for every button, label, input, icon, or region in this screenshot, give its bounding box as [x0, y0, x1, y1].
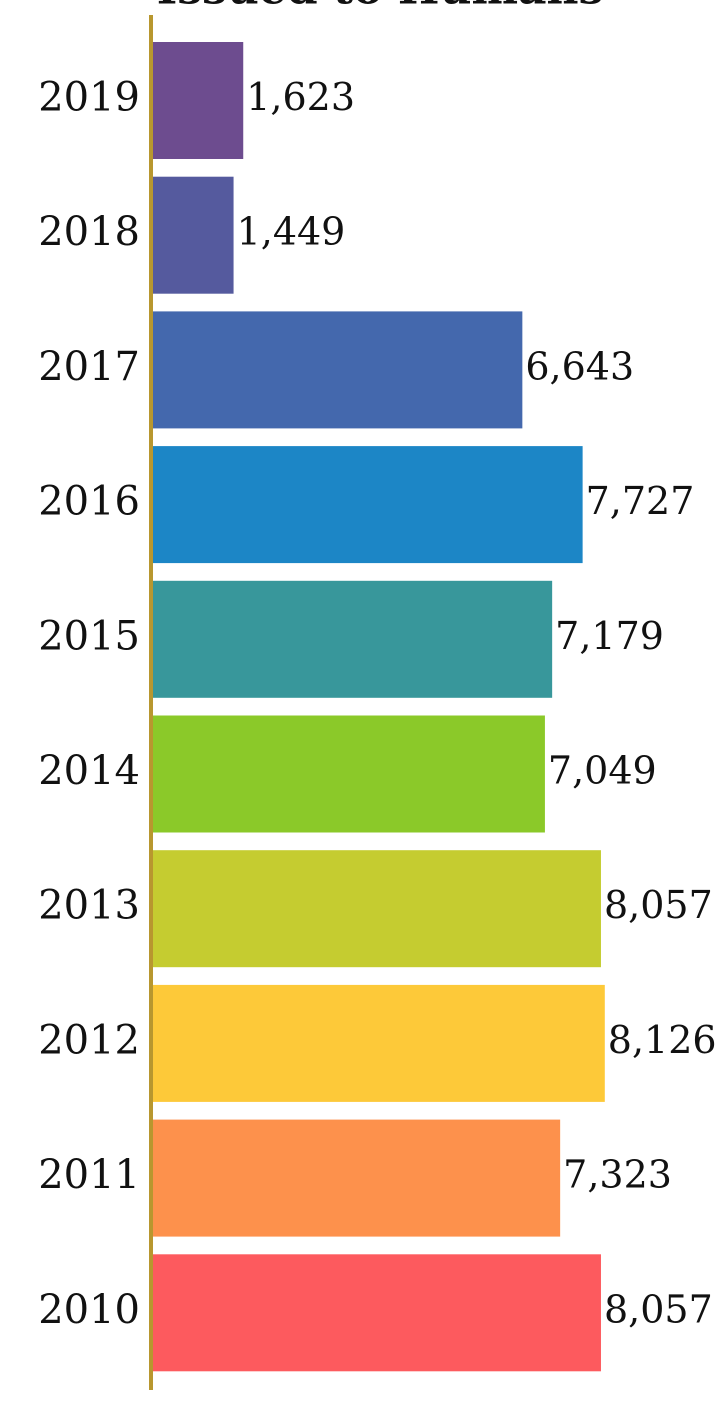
- chart-title: Issued to Humans: [157, 0, 604, 15]
- y-tick-label: 2019: [38, 75, 140, 121]
- value-label: 8,057: [604, 1287, 713, 1331]
- bar: [153, 42, 244, 159]
- value-label: 7,323: [563, 1153, 672, 1197]
- value-label: 1,449: [237, 210, 346, 254]
- bar: [153, 1119, 561, 1237]
- bar: [153, 176, 234, 294]
- y-tick-label: 2011: [38, 1152, 140, 1198]
- bar: [153, 311, 523, 429]
- value-label: 7,049: [548, 749, 657, 793]
- value-label: 6,643: [525, 344, 634, 388]
- y-tick-label: 2016: [38, 479, 140, 525]
- bar: [153, 850, 601, 968]
- value-label: 7,179: [555, 614, 664, 658]
- y-tick-label: 2013: [38, 883, 140, 929]
- bar: [153, 446, 583, 564]
- y-tick-label: 2015: [38, 613, 140, 659]
- bar: [153, 580, 553, 698]
- value-label: 8,126: [608, 1018, 717, 1062]
- y-tick-label: 2014: [38, 748, 140, 794]
- bar: [153, 715, 545, 833]
- y-tick-label: 2017: [38, 344, 140, 390]
- bar: [153, 984, 605, 1102]
- value-label: 7,727: [586, 479, 695, 523]
- y-tick-label: 2012: [38, 1017, 140, 1063]
- y-tick-label: 2010: [38, 1287, 140, 1333]
- value-label: 1,623: [246, 75, 355, 119]
- y-tick-label: 2018: [38, 209, 140, 255]
- value-label: 8,057: [604, 883, 713, 927]
- bar: [153, 1254, 601, 1372]
